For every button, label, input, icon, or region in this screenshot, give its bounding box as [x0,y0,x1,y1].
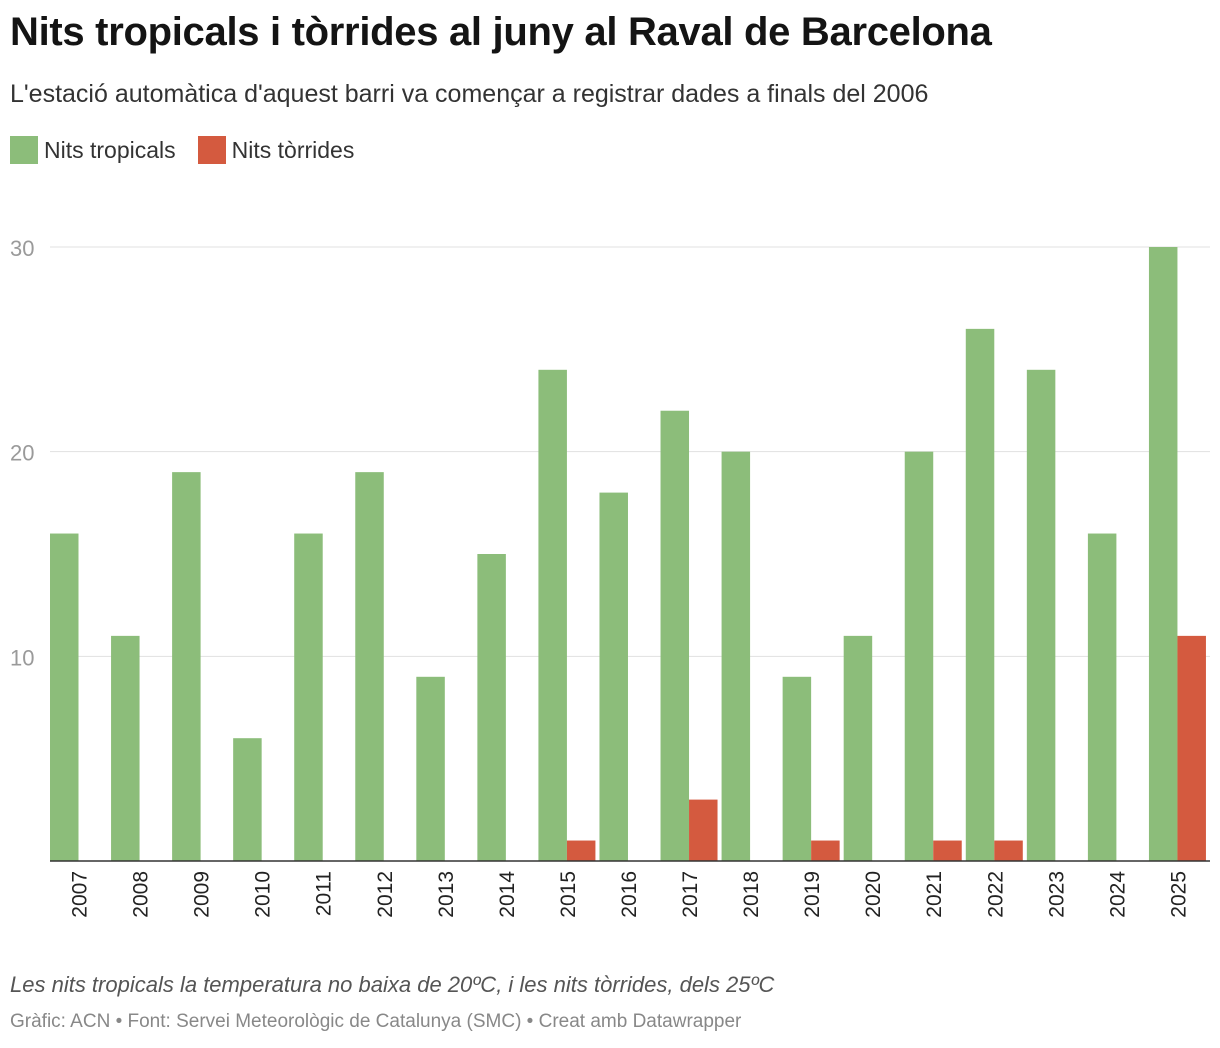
bar-tropicals [782,676,812,861]
bar-torrides [566,840,596,861]
x-tick-label: 2025 [1167,871,1190,918]
bar-tropicals [111,635,140,861]
chart-subtitle: L'estació automàtica d'aquest barri va c… [10,80,929,108]
bar-tropicals [294,533,323,861]
bar-torrides [933,840,962,861]
x-tick-label: 2014 [496,871,519,918]
x-tick-label: 2016 [618,871,641,918]
y-tick-label: 20 [10,441,34,466]
bar-tropicals [721,451,751,861]
legend-item-torrides: Nits tòrrides [197,136,355,164]
bar-torrides [689,799,718,861]
bar-tropicals [599,492,628,861]
bar-torrides [811,840,840,861]
chart-source: Gràfic: ACN • Font: Servei Meteorològic … [10,1011,742,1032]
x-tick-label: 2020 [862,871,885,918]
bar-tropicals [843,635,873,861]
y-tick-label: 30 [10,236,34,261]
bar-tropicals [538,369,567,861]
legend-swatch-tropicals [10,136,38,164]
legend-label-tropicals: Nits tropicals [44,136,176,163]
bar-tropicals [172,472,201,861]
bar-tropicals [965,328,995,861]
legend: Nits tropicals Nits tòrrides [10,136,376,164]
chart-title: Nits tropicals i tòrrides al juny al Rav… [10,10,992,54]
x-tick-label: 2023 [1045,871,1068,918]
x-tick-label: 2019 [801,871,824,918]
x-tick-label: 2007 [69,871,92,918]
x-tick-label: 2009 [191,871,214,918]
bar-tropicals [1087,533,1117,861]
bar-tropicals [416,676,445,861]
legend-item-tropicals: Nits tropicals [10,136,176,164]
bar-tropicals [50,533,79,861]
x-tick-label: 2021 [923,871,946,918]
bar-tropicals [904,451,934,861]
bar-tropicals [355,472,384,861]
bar-chart: 10 20 30 2007 2008 2009 2010 2011 2012 2013 2014 20… [10,236,1210,918]
chart-note: Les nits tropicals la temperatura no bai… [10,972,775,997]
bar-torrides [994,840,1023,861]
x-tick-label: 2017 [679,871,702,918]
x-tick-label: 2018 [740,871,763,918]
x-tick-label: 2013 [435,871,458,918]
bar-tropicals [1148,247,1178,861]
x-tick-label: 2008 [130,871,153,918]
x-tick-label: 2024 [1106,871,1129,918]
x-tick-label: 2010 [252,871,275,918]
bar-tropicals [1026,369,1056,861]
legend-swatch-torrides [197,136,226,164]
x-tick-label: 2012 [374,871,397,918]
y-tick-label: 10 [10,645,34,670]
x-tick-label: 2022 [984,871,1007,918]
bar-torrides [1177,635,1206,861]
x-tick-label: 2015 [557,871,580,918]
legend-label-torrides: Nits tòrrides [231,136,355,163]
x-tick-label: 2011 [313,871,336,916]
bar-tropicals [660,410,690,861]
bar-tropicals [233,738,262,861]
bar-tropicals [477,554,506,861]
